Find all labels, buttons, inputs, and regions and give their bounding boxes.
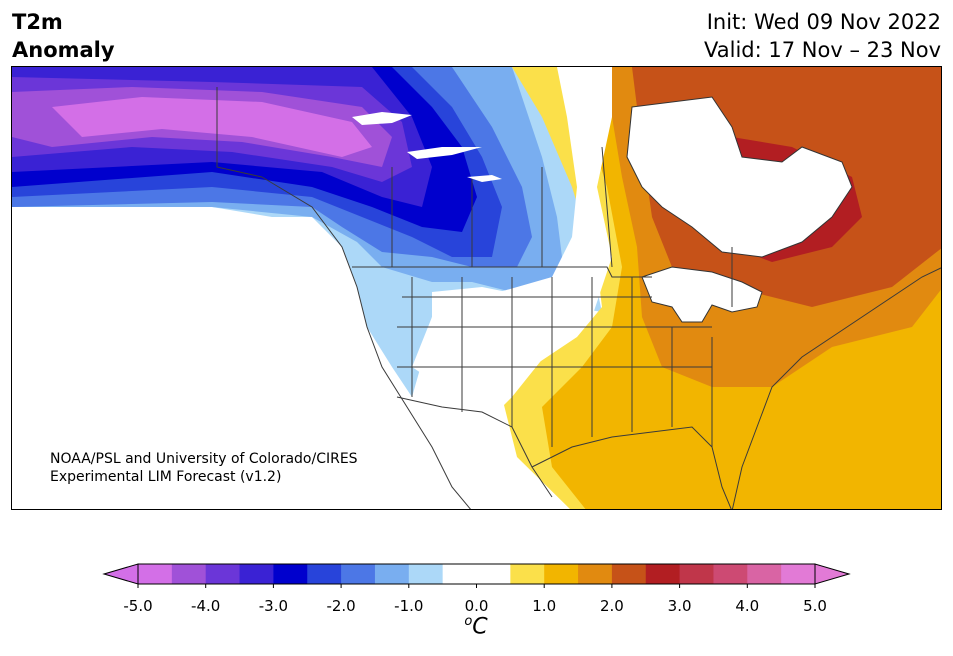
- colorbar-cell: [713, 564, 748, 584]
- colorbar-cell: [510, 564, 545, 584]
- colorbar-tick-label: 0.0: [464, 597, 489, 615]
- colorbar-cells: [138, 564, 816, 584]
- colorbar-unit: oC: [464, 614, 487, 639]
- credit-line-2: Experimental LIM Forecast (v1.2): [50, 469, 282, 485]
- colorbar-cell: [408, 564, 444, 584]
- colorbar-over-arrow: [814, 563, 851, 585]
- colorbar-cell: [205, 564, 241, 584]
- colorbar-tick-label: -1.0: [394, 597, 424, 615]
- colorbar-cell: [679, 564, 714, 584]
- colorbar-tick-label: 3.0: [667, 597, 692, 615]
- east-coast: [731, 267, 941, 509]
- colorbar-cell: [239, 564, 274, 584]
- title-line-1: T2m: [12, 10, 63, 34]
- colorbar-under-arrow: [102, 563, 139, 585]
- colorbar-cell: [307, 564, 342, 584]
- us-mexico-border: [396, 396, 553, 498]
- hudson-bay: [626, 96, 853, 258]
- gulf-coast: [531, 426, 732, 509]
- unit-superscript: o: [464, 614, 473, 629]
- colorbar-tick-label: 4.0: [735, 597, 760, 615]
- cold-contour-4.5: [52, 97, 372, 157]
- colorbar-tick-label: -2.0: [326, 597, 356, 615]
- colorbar-cell: [476, 564, 511, 584]
- init-date: Init: Wed 09 Nov 2022: [706, 10, 941, 34]
- anomaly-map: NOAA/PSL and University of Colorado/CIRE…: [11, 66, 942, 510]
- colorbar-cell: [374, 564, 410, 584]
- colorbar-cell: [781, 564, 816, 584]
- map-svg: [12, 67, 941, 509]
- colorbar-tick-label: 1.0: [532, 597, 557, 615]
- forecast-dates: Init: Wed 09 Nov 2022 Valid: 17 Nov – 23…: [704, 8, 941, 64]
- colorbar-cell: [611, 564, 647, 584]
- colorbar-tick-label: -3.0: [258, 597, 289, 615]
- west-coast: [261, 176, 471, 509]
- colorbar-cell: [273, 564, 308, 584]
- lake-1: [352, 112, 412, 125]
- lake-2: [407, 147, 482, 159]
- unit-base: C: [472, 614, 488, 640]
- credit-line-1: NOAA/PSL and University of Colorado/CIRE…: [50, 451, 358, 467]
- alaska-border: [216, 87, 263, 178]
- colorbar-tick-label: 5.0: [803, 597, 827, 615]
- colorbar: [102, 563, 851, 588]
- colorbar-tick-label: -4.0: [191, 597, 221, 615]
- title-line-2: Anomaly: [12, 38, 115, 62]
- map-title: T2m Anomaly: [12, 8, 115, 64]
- valid-range: Valid: 17 Nov – 23 Nov: [704, 38, 941, 62]
- province-lines: [391, 146, 733, 307]
- colorbar-cell: [645, 564, 681, 584]
- colorbar-cell: [442, 564, 477, 584]
- colorbar-ticks: [137, 584, 816, 588]
- credit-text: NOAA/PSL and University of Colorado/CIRE…: [50, 450, 358, 486]
- colorbar-cell: [341, 564, 376, 584]
- colorbar-cell: [171, 564, 207, 584]
- borders: [216, 87, 941, 509]
- colorbar-cell: [747, 564, 782, 584]
- colorbar-cell: [138, 564, 173, 584]
- state-lines: [397, 277, 713, 447]
- colorbar-tick-label: -5.0: [123, 597, 153, 615]
- colorbar-cell: [544, 564, 579, 584]
- colorbar-cell: [578, 564, 613, 584]
- colorbar-tick-label: 2.0: [599, 597, 624, 615]
- lake-3: [467, 175, 502, 182]
